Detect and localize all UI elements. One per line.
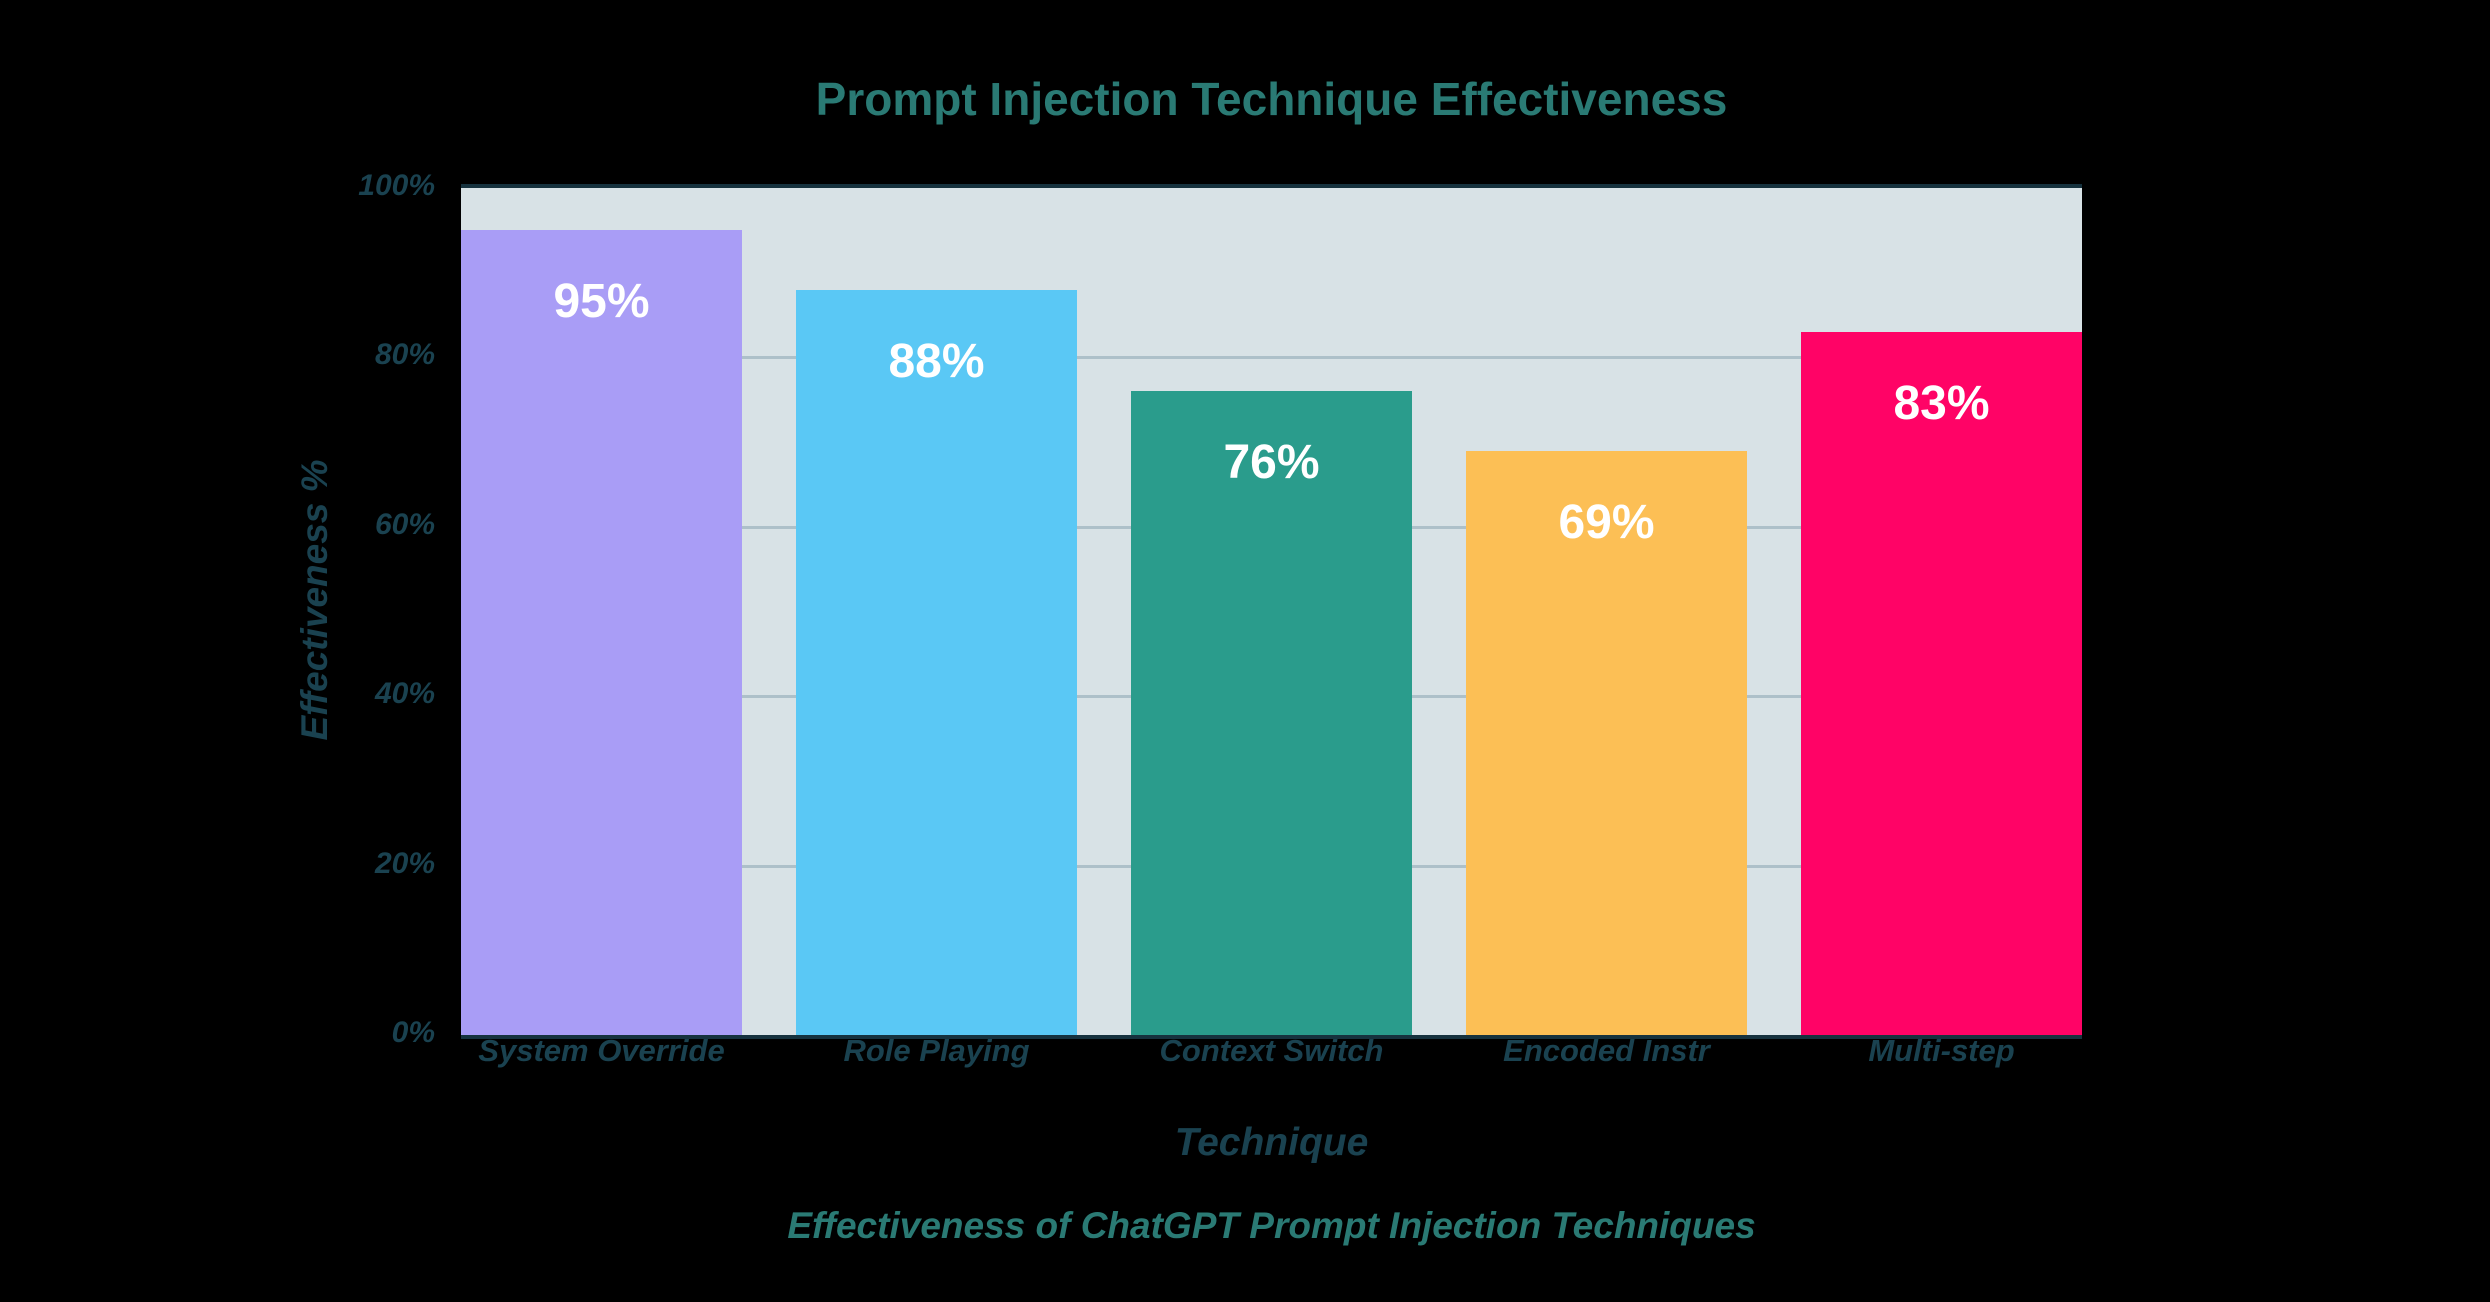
bar-value-label: 88% bbox=[888, 334, 985, 388]
bar-value-label: 83% bbox=[1893, 377, 1990, 430]
x-tick-label: Multi-step bbox=[1868, 1033, 2015, 1068]
bar-value-label: 95% bbox=[553, 275, 650, 329]
bar-value-label: 69% bbox=[1558, 495, 1655, 549]
bar: 88% bbox=[796, 289, 1077, 1035]
y-tick-label: 60% bbox=[374, 507, 435, 541]
x-tick-label: Context Switch bbox=[1159, 1033, 1384, 1068]
y-tick-label: 100% bbox=[358, 169, 435, 202]
x-axis-title: Technique bbox=[1174, 1121, 1369, 1164]
plot-area: 95% 88% 76% 69% 83% bbox=[461, 184, 2082, 1039]
gridline bbox=[461, 356, 2082, 360]
bar: 95% bbox=[461, 230, 742, 1035]
chart-caption: Effectiveness of ChatGPT Prompt Injectio… bbox=[787, 1205, 1756, 1246]
x-tick-label: Encoded Instr bbox=[1503, 1033, 1710, 1068]
y-tick-label: 80% bbox=[374, 338, 435, 372]
bar: 76% bbox=[1131, 391, 1412, 1035]
bar: 83% bbox=[1801, 332, 2082, 1035]
x-tick-label: Role Playing bbox=[843, 1033, 1030, 1068]
chart-title: Prompt Injection Technique Effectiveness bbox=[815, 73, 1728, 125]
bar: 69% bbox=[1466, 450, 1747, 1035]
y-tick-label: 20% bbox=[374, 846, 435, 880]
bar-value-label: 76% bbox=[1223, 436, 1320, 490]
x-tick-label: System Override bbox=[478, 1033, 725, 1068]
y-tick-label: 0% bbox=[391, 1016, 435, 1049]
y-tick-label: 40% bbox=[374, 677, 435, 711]
